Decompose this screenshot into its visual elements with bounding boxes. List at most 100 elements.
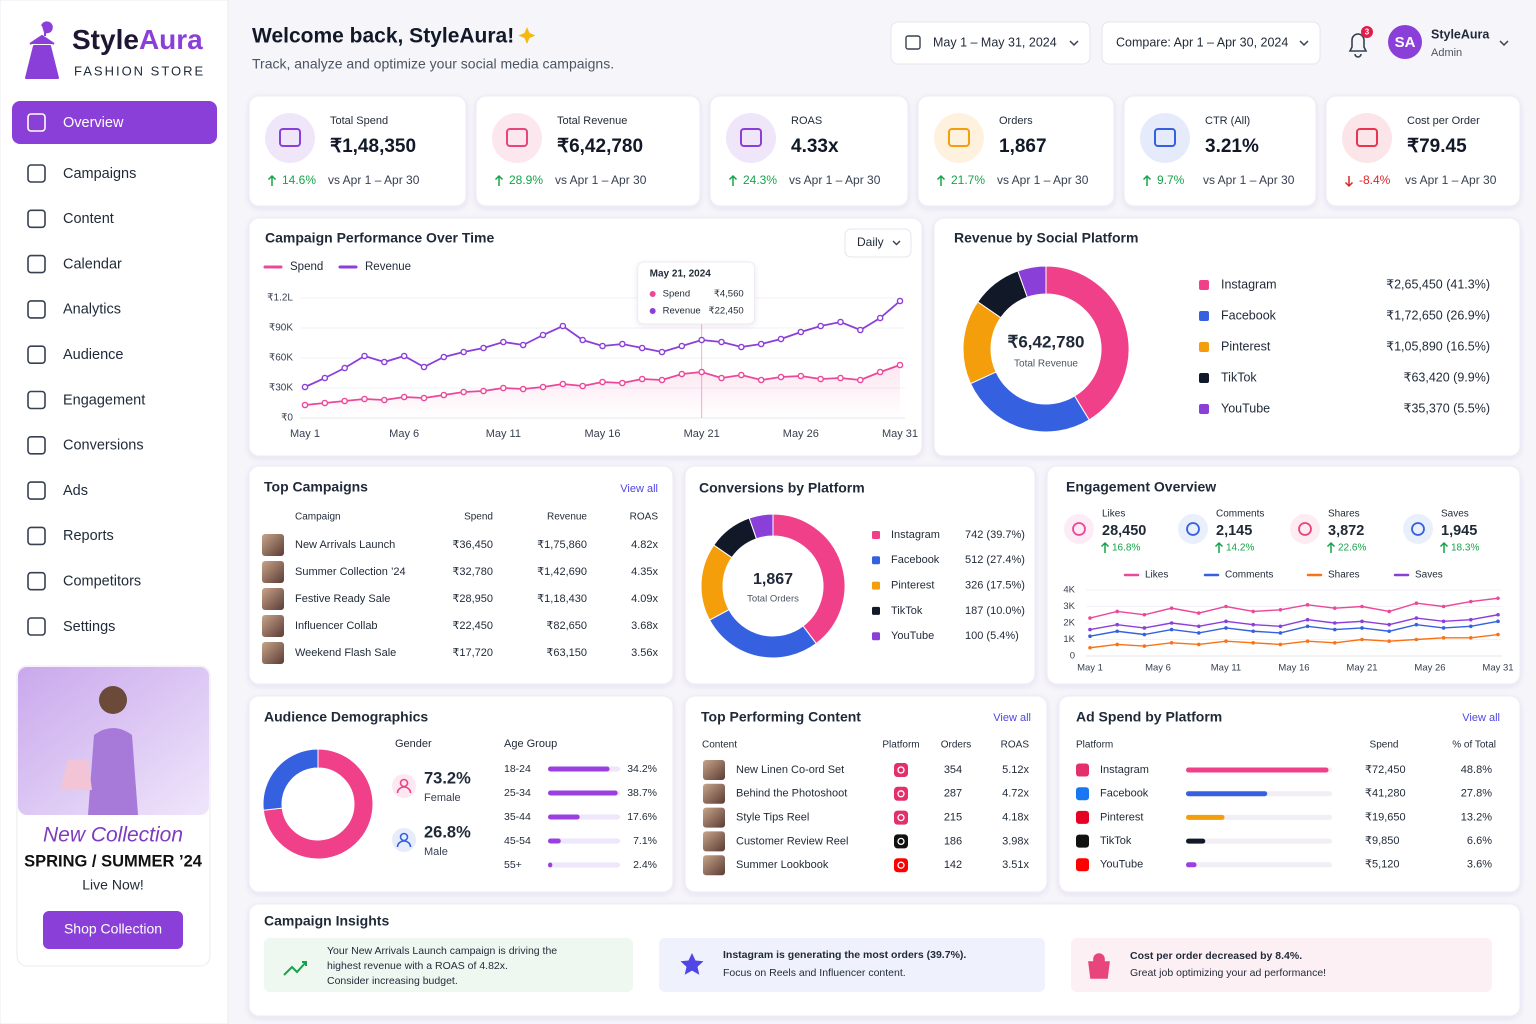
point — [718, 374, 725, 382]
nav-item[interactable]: Overview — [63, 115, 124, 131]
point — [1169, 606, 1174, 610]
kpi-icon — [948, 128, 970, 147]
point — [1469, 617, 1473, 622]
kpi-compare: vs Apr 1 – Apr 30 — [1405, 173, 1497, 187]
kpi-compare: vs Apr 1 – Apr 30 — [555, 173, 647, 187]
donut-segment — [1017, 265, 1047, 298]
point — [361, 352, 368, 360]
nav-item[interactable]: Settings — [63, 619, 115, 635]
point — [1169, 641, 1174, 645]
thumbnail — [262, 615, 284, 637]
compare-range[interactable]: Compare: Apr 1 – Apr 30, 2024 — [1116, 35, 1288, 49]
trend-arrow — [1142, 174, 1152, 186]
nav-icon — [27, 300, 46, 319]
point — [321, 399, 329, 407]
point — [400, 393, 408, 401]
promo-button-label[interactable]: Shop Collection — [64, 921, 162, 937]
nav-item[interactable]: Reports — [63, 528, 114, 544]
date-picker[interactable] — [890, 21, 1091, 65]
stat-label: Comments — [1216, 509, 1264, 520]
x-tick-label: May 6 — [389, 428, 419, 440]
nav-item[interactable]: Calendar — [63, 256, 122, 272]
view-all-link[interactable]: View all — [1462, 712, 1500, 724]
line — [1089, 620, 1499, 637]
nav-item[interactable]: Ads — [63, 483, 88, 499]
date-range[interactable]: May 1 – May 31, 2024 — [933, 35, 1057, 49]
legend-label: TikTok — [891, 605, 923, 617]
x-tick-label: May 31 — [1482, 663, 1513, 674]
stat-icon — [1186, 522, 1200, 536]
promo-title: New Collection — [43, 824, 183, 847]
card — [709, 95, 909, 207]
point — [1142, 626, 1147, 630]
platform-icon — [894, 834, 908, 849]
table-cell: ₹36,450 — [452, 539, 493, 551]
brand-name-a: Style — [72, 24, 139, 55]
age-value: 7.1% — [633, 835, 657, 847]
nav-item[interactable]: Campaigns — [63, 166, 136, 182]
kpi-change: 9.7% — [1157, 173, 1185, 187]
point — [1305, 603, 1310, 607]
point — [1251, 641, 1255, 645]
nav-icon — [27, 526, 46, 546]
table-cell: 4.72x — [1002, 788, 1029, 800]
promo-subtitle: SPRING / SUMMER ’24 — [24, 852, 203, 870]
kpi-compare: vs Apr 1 – Apr 30 — [997, 173, 1089, 187]
point — [440, 391, 448, 399]
nav-item[interactable]: Engagement — [63, 392, 145, 408]
kpi-icon — [740, 128, 762, 147]
trend-arrow — [728, 174, 738, 186]
stat-icon — [1072, 522, 1086, 536]
nav-icon — [27, 164, 46, 183]
card — [248, 95, 467, 207]
nav-active[interactable] — [12, 101, 217, 144]
bar-track — [548, 862, 620, 868]
compare-picker[interactable] — [1101, 21, 1321, 65]
legend-swatch — [1199, 373, 1209, 383]
nav-item[interactable]: Conversions — [63, 438, 144, 454]
kpi-label: CTR (All) — [1205, 115, 1250, 127]
platform-name: Pinterest — [1100, 811, 1143, 823]
thumbnail — [703, 807, 725, 828]
kpi-icon — [1154, 128, 1176, 147]
point — [1224, 639, 1228, 643]
column-header: Revenue — [547, 512, 587, 523]
thumbnail — [703, 783, 725, 804]
x-tick-label: May 31 — [882, 428, 918, 440]
nav-item[interactable]: Audience — [63, 347, 123, 363]
share-value: 48.8% — [1461, 764, 1492, 776]
point — [1169, 621, 1174, 625]
point — [1088, 634, 1092, 638]
view-all-link[interactable]: View all — [620, 483, 658, 495]
nav-item[interactable]: Analytics — [63, 302, 121, 318]
point — [480, 387, 487, 395]
table-cell: Customer Review Reel — [736, 835, 848, 847]
period-value[interactable]: Daily — [857, 235, 884, 249]
thumbnail — [262, 561, 284, 583]
table-cell: New Linen Co-ord Set — [736, 764, 844, 776]
card-title: Top Performing Content — [701, 709, 861, 725]
kpi-compare: vs Apr 1 – Apr 30 — [789, 173, 881, 187]
thumbnail — [703, 855, 725, 876]
point — [480, 344, 487, 352]
table-cell: 3.56x — [631, 647, 658, 659]
stat-value: 3,872 — [1328, 523, 1364, 539]
period-select[interactable] — [844, 228, 912, 258]
legend-swatch — [872, 632, 880, 641]
nav-item[interactable]: Content — [63, 211, 114, 227]
nav-item[interactable]: Competitors — [63, 574, 141, 590]
age-value: 2.4% — [633, 859, 657, 871]
insight-text: Instagram is generating the most orders … — [723, 949, 966, 961]
table-cell: 4.82x — [631, 539, 658, 551]
point — [718, 338, 725, 346]
age-label: 55+ — [504, 859, 522, 871]
gender-value: 73.2% — [424, 769, 471, 787]
card-title: Campaign Performance Over Time — [265, 230, 494, 246]
view-all-link[interactable]: View all — [993, 712, 1031, 724]
bar — [548, 814, 580, 820]
point — [757, 340, 765, 348]
promo-button[interactable] — [43, 911, 183, 949]
table-cell: ₹17,720 — [452, 647, 493, 659]
spend-value: ₹72,450 — [1365, 764, 1406, 776]
line — [1089, 614, 1499, 631]
